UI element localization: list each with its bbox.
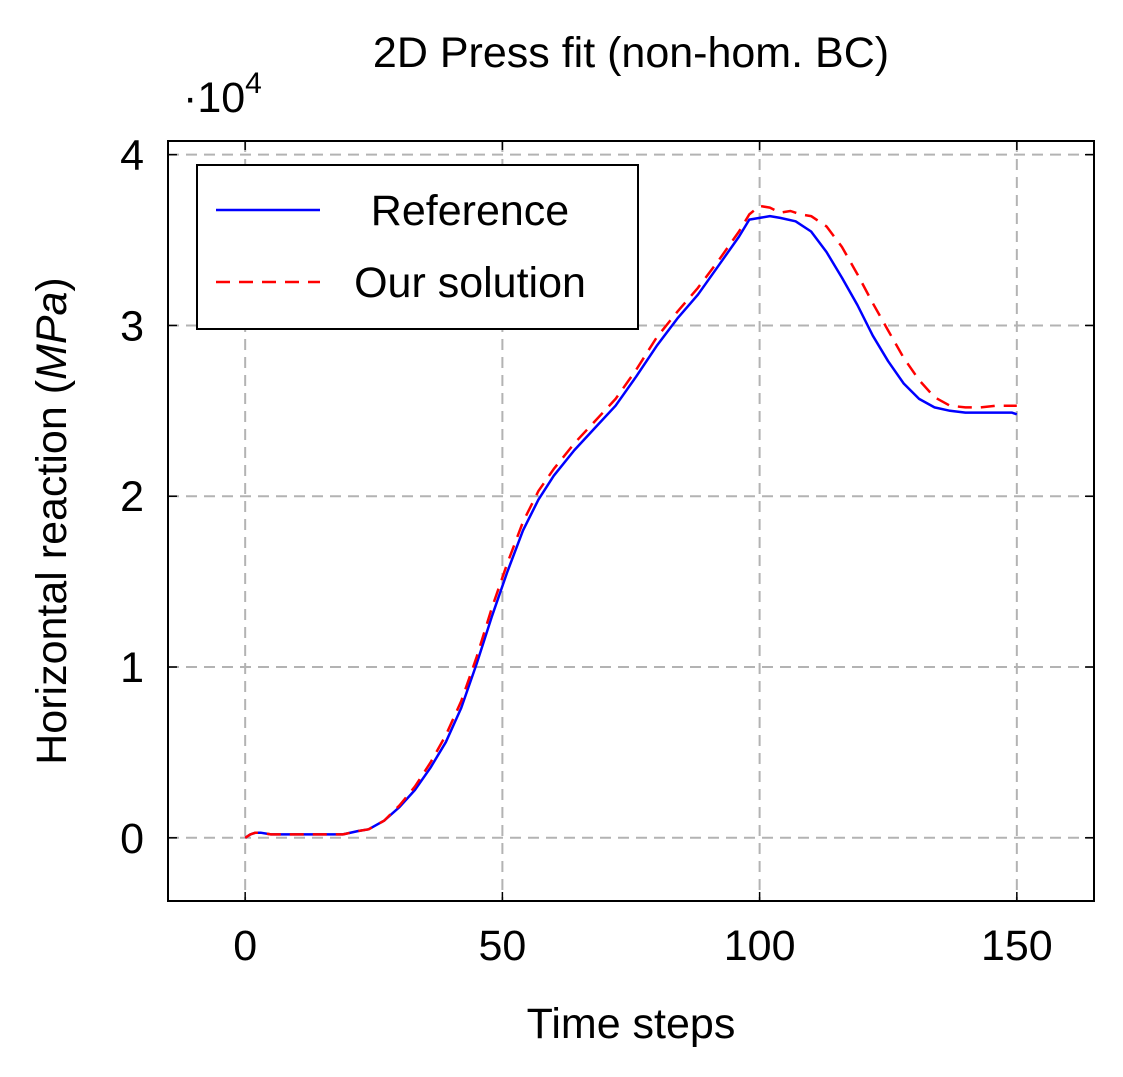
y-axis-label-main: Horizontal reaction ( <box>28 379 76 764</box>
y-tick-label: 0 <box>120 815 144 863</box>
x-axis-label: Time steps <box>527 1000 736 1048</box>
y-scale-multiplier: ·104 <box>183 67 262 122</box>
chart-title: 2D Press fit (non-hom. BC) <box>373 29 889 77</box>
legend: Reference Our solution <box>196 164 639 330</box>
series-line-our-solution <box>244 204 1017 839</box>
y-axis-label-unit: MPa <box>28 292 76 380</box>
y-scale-dot: · <box>183 74 197 122</box>
y-tick-label: 3 <box>120 302 144 350</box>
y-tick-label: 4 <box>120 132 144 180</box>
x-tick-label: 150 <box>981 922 1053 970</box>
y-tick-label: 2 <box>120 473 144 521</box>
y-axis-label-close: ) <box>28 277 76 291</box>
y-tick-label: 1 <box>120 644 144 692</box>
y-scale-exponent: 4 <box>245 67 262 100</box>
plot-area-frame <box>167 140 1095 902</box>
x-tick-label: 50 <box>478 922 526 970</box>
series-lines <box>244 204 1018 839</box>
y-axis-label: Horizontal reaction (MPa) <box>28 277 76 765</box>
legend-label-our-solution: Our solution <box>354 259 586 307</box>
x-tick-label: 0 <box>233 922 257 970</box>
y-scale-base: 10 <box>197 74 245 122</box>
x-tick-labels: 0 50 100 150 <box>233 922 1053 970</box>
axis-ticks <box>168 141 1094 901</box>
y-tick-labels: 0 1 2 3 4 <box>120 132 144 863</box>
x-tick-label: 100 <box>724 922 796 970</box>
legend-label-reference: Reference <box>371 187 569 235</box>
legend-box <box>196 164 639 330</box>
